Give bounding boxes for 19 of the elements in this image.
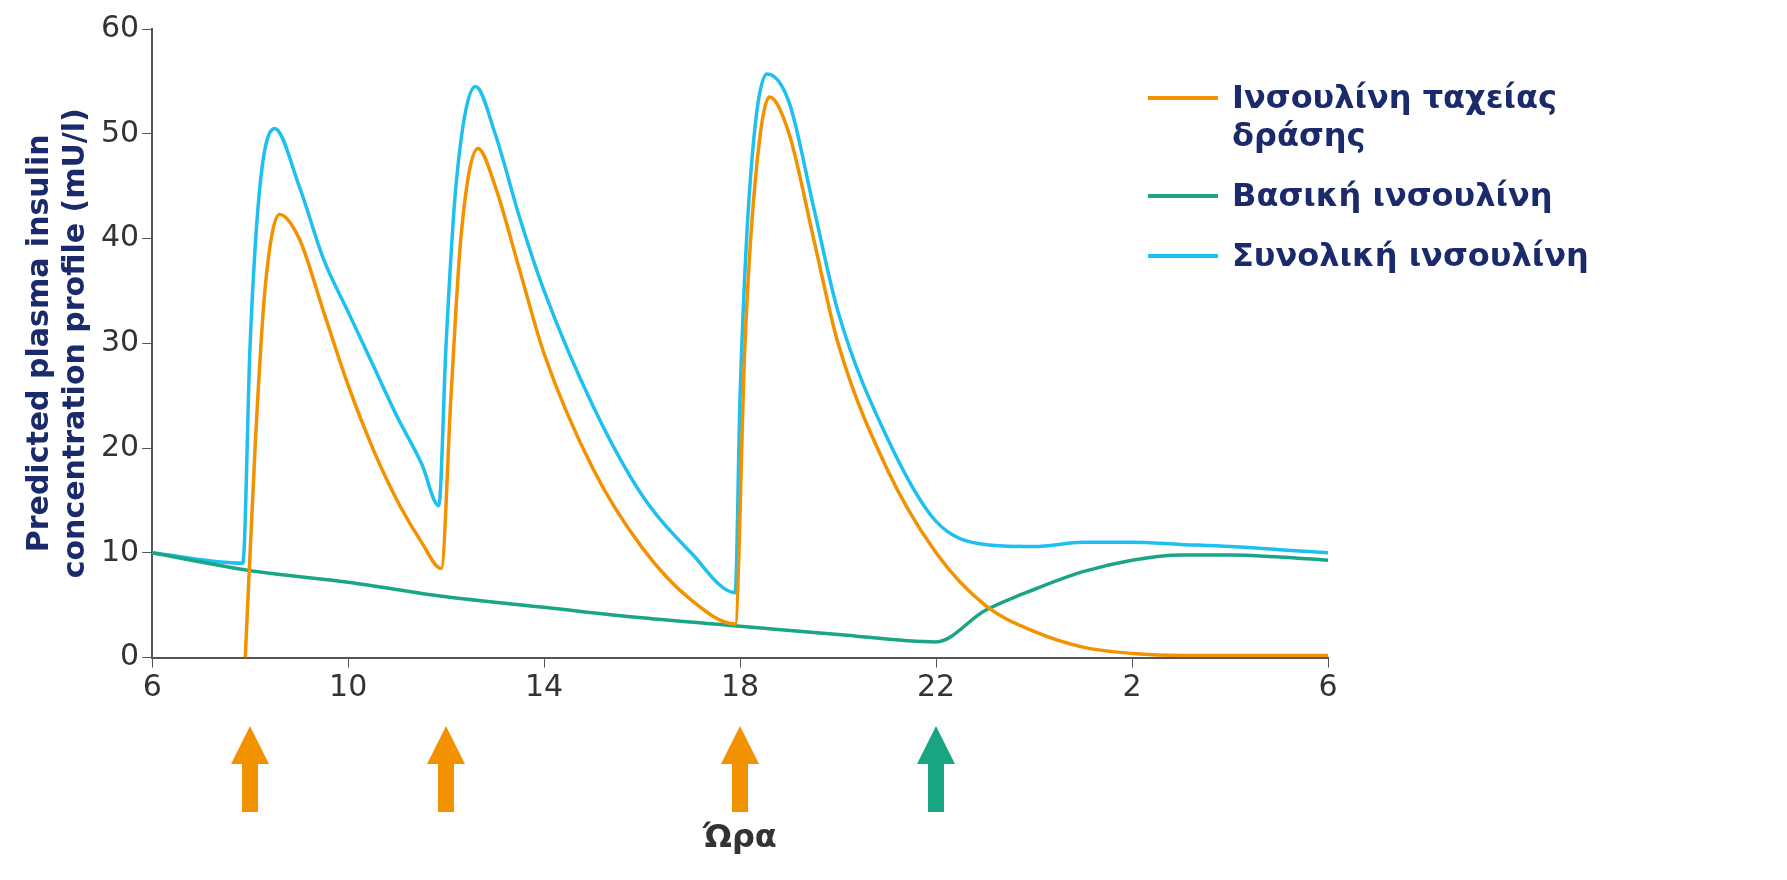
legend-label: Βασική ινσουλίνη bbox=[1232, 176, 1553, 214]
y-tick-label: 60 bbox=[100, 8, 140, 44]
y-tick-label: 30 bbox=[100, 323, 140, 359]
x-tick-label: 18 bbox=[720, 668, 760, 704]
y-tick-label: 20 bbox=[100, 427, 140, 463]
x-tick-label: 22 bbox=[916, 668, 956, 704]
x-tick-label: 10 bbox=[329, 668, 368, 704]
y-tick-label: 50 bbox=[100, 113, 140, 149]
y-tick-label: 40 bbox=[100, 218, 140, 254]
y-axis-title: Predicted plasma insulin concentration profile (mU/l) bbox=[19, 108, 91, 579]
legend-label: Συνολική ινσουλίνη bbox=[1232, 236, 1589, 274]
x-axis-title: Ώρα bbox=[702, 817, 777, 856]
x-tick-label: 6 bbox=[1318, 668, 1338, 704]
legend-label: Ινσουλίνη ταχείας δράσης bbox=[1232, 78, 1558, 154]
y-tick-label: 10 bbox=[100, 532, 140, 568]
y-tick-label: 0 bbox=[120, 637, 140, 673]
x-tick-label: 14 bbox=[525, 668, 564, 704]
x-tick-label: 2 bbox=[1122, 668, 1142, 704]
x-tick-label: 6 bbox=[142, 668, 162, 704]
